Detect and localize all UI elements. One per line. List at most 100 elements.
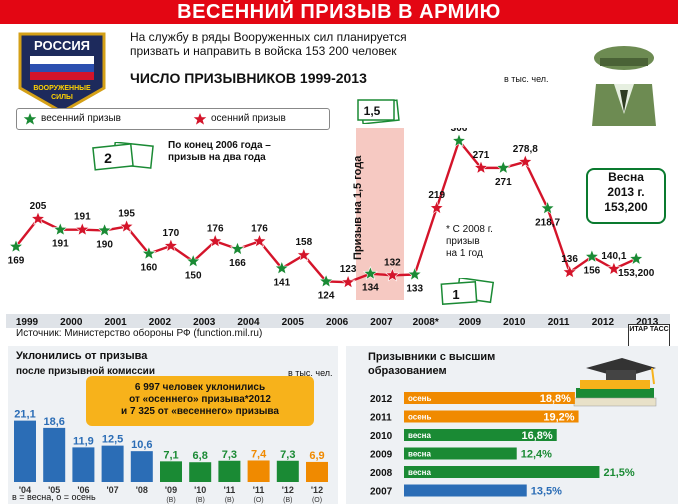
evasion-category-9: '12	[282, 485, 294, 495]
spring-label-2012: 156	[584, 266, 601, 277]
soldier-illustration-icon	[580, 38, 668, 126]
series-segment	[524, 161, 549, 209]
autumn-point-2001	[119, 218, 135, 233]
x-tick-2007: 2007	[370, 317, 393, 328]
evasion-category-8: '11	[253, 485, 265, 495]
intro-text: На службу в ряды Вооруженных сил планиру…	[130, 30, 450, 58]
series-segment	[435, 140, 461, 209]
evasion-season-10: (О)	[312, 497, 322, 504]
x-tick-2002: 2002	[149, 317, 172, 328]
ticket-1-5-label: 1,5	[364, 104, 381, 118]
x-tick-2000: 2000	[60, 317, 83, 328]
evasion-category-1: '05	[48, 485, 60, 495]
evasion-bar-0	[14, 420, 36, 482]
autumn-point-2002	[163, 238, 179, 253]
spring-label-2009: 306	[451, 128, 468, 134]
evasion-bar-10	[306, 461, 328, 482]
note-2008-line1: * С 2008 г.	[446, 224, 493, 235]
main-chart-unit: в тыс. чел.	[504, 74, 549, 84]
spring-point-2002	[141, 245, 157, 260]
intro-line1: На службу в ряды Вооруженных сил планиру…	[130, 30, 407, 44]
spring-point-2010	[495, 160, 511, 175]
evasion-category-10: '12	[311, 485, 323, 495]
evasion-category-2: '06	[77, 485, 89, 495]
evasion-bar-8	[247, 460, 270, 482]
education-title: Призывники с высшим образованием	[368, 350, 495, 378]
x-tick-2009: 2009	[459, 317, 482, 328]
evasion-bar-4	[130, 451, 153, 482]
autumn-point-2008*	[429, 200, 445, 215]
evasion-note: в = весна, о = осень	[12, 492, 96, 502]
education-title-line2: образованием	[368, 365, 447, 377]
evasion-value-1: 18,6	[43, 416, 64, 428]
edu-season-2010: весна	[408, 431, 431, 440]
evasion-season-9: (В)	[283, 497, 292, 504]
spring-point-2012	[584, 248, 600, 264]
edu-value-2008: 21,5%	[603, 467, 634, 479]
spring-label-2013: 153,200	[618, 268, 655, 279]
spring-star-icon	[23, 113, 37, 125]
autumn-point-2006	[340, 274, 356, 289]
x-tick-2004: 2004	[237, 317, 260, 328]
evasion-value-5: 7,1	[163, 449, 178, 461]
edu-value-2011: 19,2%	[543, 412, 574, 424]
note-2006-line2: призыв на два года	[168, 152, 266, 163]
evasion-bar-5	[160, 461, 182, 482]
x-tick-2003: 2003	[193, 317, 216, 328]
evasion-category-0: '04	[19, 485, 31, 495]
autumn-label-2000: 191	[74, 212, 91, 223]
spring-point-2009	[451, 132, 467, 148]
x-tick-2010: 2010	[503, 317, 526, 328]
evasion-subtitle: после призывной комиссии	[16, 366, 155, 377]
edu-year-2007: 2007	[370, 487, 393, 498]
evasion-value-9: 7,3	[280, 449, 295, 461]
autumn-point-2004	[252, 233, 267, 248]
legend-autumn-label: осенний призыв	[211, 113, 286, 124]
band-label: Призыв на 1,5 года	[352, 155, 364, 260]
series-segment	[413, 207, 438, 275]
education-bar-chart: 2012 осень 18,8% 2011 осень 19,2% 2010 весна 16,…	[370, 392, 635, 498]
evasion-callout: 6 997 человек уклонились от «осеннего» п…	[86, 376, 314, 426]
ticket-1-5-icon: 1,5	[357, 99, 400, 124]
edu-season-2012: осень	[408, 394, 432, 403]
autumn-label-2006: 123	[340, 264, 357, 275]
callout-line3: и 7 325 от «весеннего» призыва	[121, 406, 279, 417]
spring-point-2011	[540, 200, 556, 215]
evasion-category-3: '07	[107, 485, 119, 495]
ticket-2-icon: 2	[92, 142, 154, 171]
evasion-value-7: 7,3	[222, 449, 237, 461]
x-tick-2008*: 2008*	[413, 317, 439, 328]
edu-value-2009: 12,4%	[521, 449, 552, 461]
spring-label-2005: 141	[273, 277, 290, 288]
autumn-label-2012: 140,1	[601, 251, 626, 262]
evasion-value-8: 7,4	[251, 448, 267, 460]
education-title-line1: Призывники с высшим	[368, 351, 496, 363]
evasion-value-0: 21,1	[14, 409, 35, 421]
autumn-point-2005	[296, 247, 312, 262]
evasion-season-5: (В)	[166, 497, 175, 504]
spring-point-1999	[8, 238, 24, 253]
autumn-point-2003	[207, 233, 223, 248]
main-chart-title: ЧИСЛО ПРИЗЫВНИКОВ 1999-2013	[130, 70, 367, 86]
x-tick-1999: 1999	[16, 317, 39, 328]
evasion-value-6: 6,8	[193, 450, 208, 462]
autumn-label-2004: 176	[251, 223, 268, 234]
autumn-point-2011	[562, 264, 578, 279]
edu-season-2008: весна	[408, 468, 431, 477]
spring-label-2006: 124	[318, 290, 335, 301]
evasion-season-6: (В)	[196, 497, 205, 504]
edu-bar-2009	[404, 447, 517, 460]
spring-point-2003	[185, 253, 201, 268]
spring-point-2000	[52, 221, 68, 236]
spring-point-2005	[274, 260, 290, 275]
edu-bar-2012	[404, 392, 575, 404]
edu-year-2012: 2012	[370, 394, 393, 405]
main-chart-title-text: ЧИСЛО ПРИЗЫВНИКОВ 1999-2013	[130, 70, 367, 86]
spring-point-2001	[97, 222, 113, 237]
autumn-label-2007: 132	[384, 257, 401, 268]
edu-bar-2011	[404, 410, 579, 423]
evasion-category-4: '08	[136, 485, 148, 495]
spring-label-2011: 218,7	[535, 217, 560, 228]
chart-legend: весенний призыв осенний призыв	[16, 108, 330, 130]
conscripts-line-chart: 169 205 191 191 190 195 160 170 150 176 166 176 141 1…	[6, 128, 670, 328]
